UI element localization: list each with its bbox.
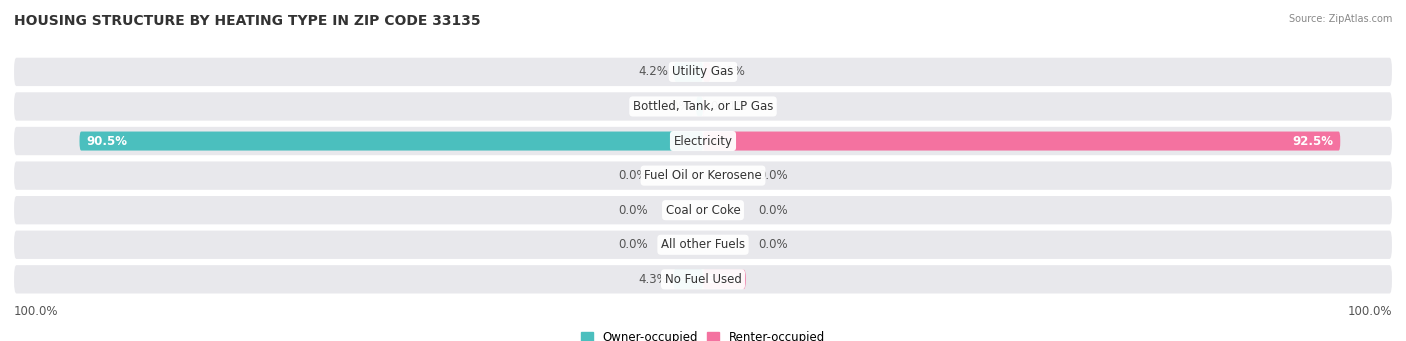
Text: Bottled, Tank, or LP Gas: Bottled, Tank, or LP Gas — [633, 100, 773, 113]
Text: 0.0%: 0.0% — [758, 204, 787, 217]
FancyBboxPatch shape — [703, 62, 710, 81]
FancyBboxPatch shape — [14, 58, 1392, 86]
Text: 4.3%: 4.3% — [638, 273, 668, 286]
Text: 1.0%: 1.0% — [661, 100, 690, 113]
FancyBboxPatch shape — [14, 127, 1392, 155]
Text: 0.0%: 0.0% — [758, 169, 787, 182]
Text: 0.0%: 0.0% — [619, 169, 648, 182]
Text: No Fuel Used: No Fuel Used — [665, 273, 741, 286]
FancyBboxPatch shape — [703, 270, 745, 289]
Text: 90.5%: 90.5% — [86, 135, 128, 148]
Text: Electricity: Electricity — [673, 135, 733, 148]
Text: 0.21%: 0.21% — [710, 100, 747, 113]
Text: 0.0%: 0.0% — [619, 238, 648, 251]
Text: Utility Gas: Utility Gas — [672, 65, 734, 78]
FancyBboxPatch shape — [696, 97, 703, 116]
Text: Coal or Coke: Coal or Coke — [665, 204, 741, 217]
FancyBboxPatch shape — [14, 92, 1392, 121]
FancyBboxPatch shape — [673, 62, 703, 81]
Text: 0.0%: 0.0% — [619, 204, 648, 217]
Text: 4.2%: 4.2% — [638, 65, 669, 78]
FancyBboxPatch shape — [703, 97, 704, 116]
Text: 92.5%: 92.5% — [1292, 135, 1333, 148]
FancyBboxPatch shape — [14, 265, 1392, 294]
FancyBboxPatch shape — [14, 196, 1392, 224]
Text: All other Fuels: All other Fuels — [661, 238, 745, 251]
Text: 6.2%: 6.2% — [706, 273, 738, 286]
Legend: Owner-occupied, Renter-occupied: Owner-occupied, Renter-occupied — [576, 326, 830, 341]
Text: HOUSING STRUCTURE BY HEATING TYPE IN ZIP CODE 33135: HOUSING STRUCTURE BY HEATING TYPE IN ZIP… — [14, 14, 481, 28]
Text: Source: ZipAtlas.com: Source: ZipAtlas.com — [1288, 14, 1392, 24]
FancyBboxPatch shape — [703, 132, 1340, 150]
FancyBboxPatch shape — [673, 270, 703, 289]
FancyBboxPatch shape — [80, 132, 703, 150]
FancyBboxPatch shape — [14, 161, 1392, 190]
Text: 0.0%: 0.0% — [758, 238, 787, 251]
Text: 100.0%: 100.0% — [14, 305, 59, 318]
Text: Fuel Oil or Kerosene: Fuel Oil or Kerosene — [644, 169, 762, 182]
Text: 100.0%: 100.0% — [1347, 305, 1392, 318]
Text: 1.1%: 1.1% — [716, 65, 747, 78]
FancyBboxPatch shape — [14, 231, 1392, 259]
